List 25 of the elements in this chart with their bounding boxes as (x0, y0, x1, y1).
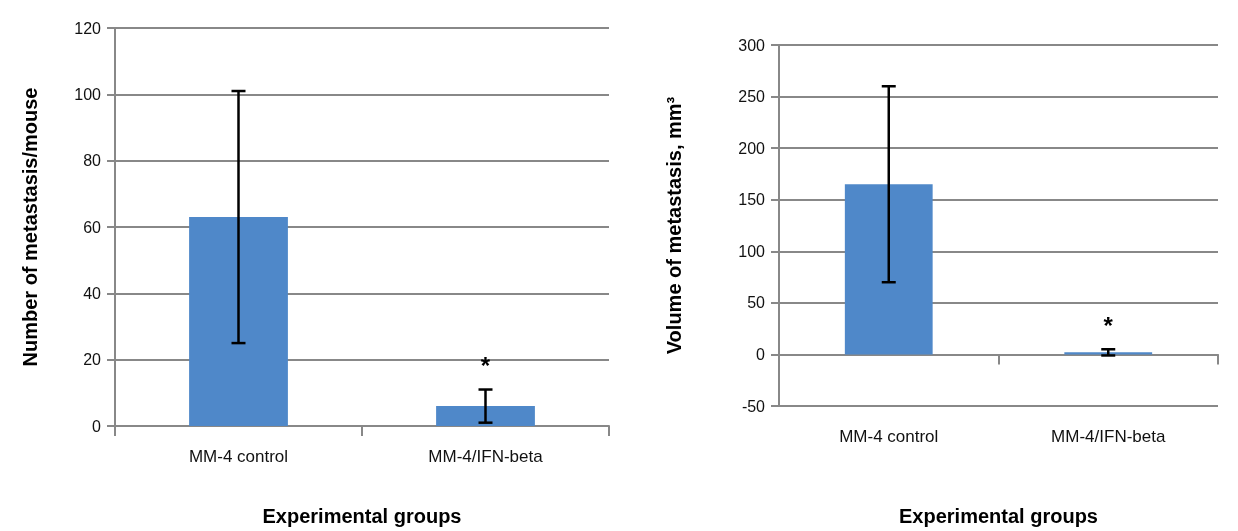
annotation: * (1103, 311, 1114, 339)
y-tick-label: 300 (738, 36, 766, 54)
y-tick-label: 0 (756, 345, 766, 363)
y-tick-label: 250 (738, 88, 766, 106)
y-tick-label: -50 (741, 397, 766, 415)
x-axis-title: Experimental groups (899, 505, 1098, 527)
y-axis-title: Number of metastasis/mouse (19, 87, 41, 367)
x-tick-label: MM-4 control (188, 447, 289, 466)
y-tick-label: 100 (738, 242, 766, 260)
y-tick-label: 80 (83, 152, 102, 170)
y-tick-label: 100 (74, 85, 102, 103)
y-tick-label: 40 (83, 284, 102, 302)
x-tick-label: MM-4/IFN-beta (1051, 427, 1166, 446)
x-axis-title: Experimental groups (262, 505, 462, 527)
y-tick-label: 200 (738, 139, 766, 157)
y-tick-label: 60 (83, 218, 102, 236)
y-axis-title: Volume of metastasis, mm³ (663, 96, 685, 355)
annotation: * (480, 352, 491, 380)
y-tick-label: 50 (747, 294, 766, 312)
y-tick-label: 20 (83, 351, 102, 369)
x-tick-label: MM-4 control (839, 427, 939, 446)
x-tick-label: MM-4/IFN-beta (428, 447, 544, 466)
y-tick-label: 0 (92, 417, 102, 435)
y-tick-label: 150 (738, 191, 766, 209)
y-tick-label: 120 (74, 19, 102, 37)
